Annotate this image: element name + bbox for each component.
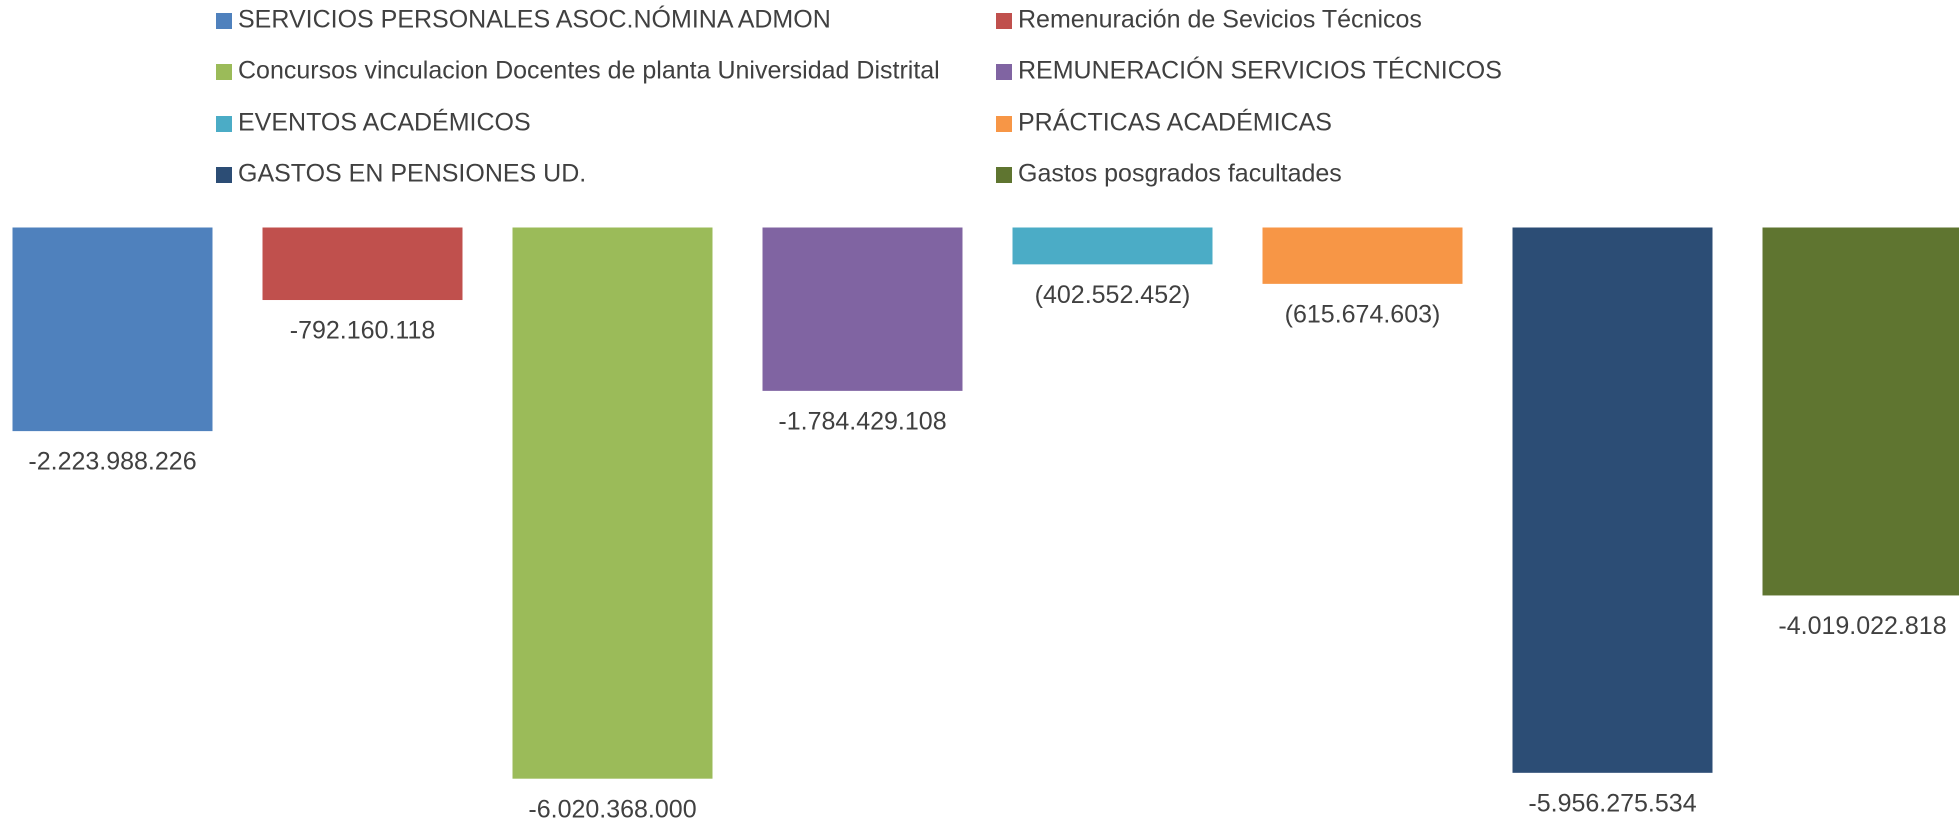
legend-label: SERVICIOS PERSONALES ASOC.NÓMINA ADMON bbox=[238, 5, 831, 34]
data-label: (615.674.603) bbox=[1285, 300, 1441, 328]
data-label: -1.784.429.108 bbox=[778, 407, 946, 435]
data-label: -5.956.275.534 bbox=[1528, 789, 1696, 817]
data-label: -4.019.022.818 bbox=[1778, 612, 1946, 640]
legend-label: Remenuración de Sevicios Técnicos bbox=[1018, 6, 1422, 34]
legend-label: EVENTOS ACADÉMICOS bbox=[238, 108, 531, 137]
bar bbox=[1262, 227, 1463, 284]
data-label: -6.020.368.000 bbox=[528, 795, 696, 823]
data-label: (402.552.452) bbox=[1035, 281, 1191, 309]
bar bbox=[1012, 227, 1213, 265]
legend-swatch bbox=[996, 116, 1012, 132]
legend-swatch bbox=[216, 116, 232, 132]
bar bbox=[762, 227, 963, 391]
bar bbox=[1512, 227, 1713, 773]
legend-swatch bbox=[216, 13, 232, 29]
legend-label: GASTOS EN PENSIONES UD. bbox=[238, 160, 586, 188]
legend-swatch bbox=[996, 64, 1012, 80]
bar bbox=[1762, 227, 1959, 596]
legend-swatch bbox=[216, 167, 232, 183]
data-label: -792.160.118 bbox=[290, 317, 436, 345]
bar bbox=[512, 227, 713, 779]
data-label: -2.223.988.226 bbox=[28, 448, 196, 476]
bar bbox=[262, 227, 463, 301]
legend-swatch bbox=[996, 13, 1012, 29]
legend-swatch bbox=[216, 64, 232, 80]
bar bbox=[12, 227, 213, 432]
legend-label: Gastos posgrados facultades bbox=[1018, 160, 1342, 188]
legend-label: PRÁCTICAS ACADÉMICAS bbox=[1018, 108, 1332, 137]
legend-swatch bbox=[996, 167, 1012, 183]
legend-label: Concursos vinculacion Docentes de planta… bbox=[238, 57, 940, 85]
legend-label: REMUNERACIÓN SERVICIOS TÉCNICOS bbox=[1018, 56, 1502, 85]
